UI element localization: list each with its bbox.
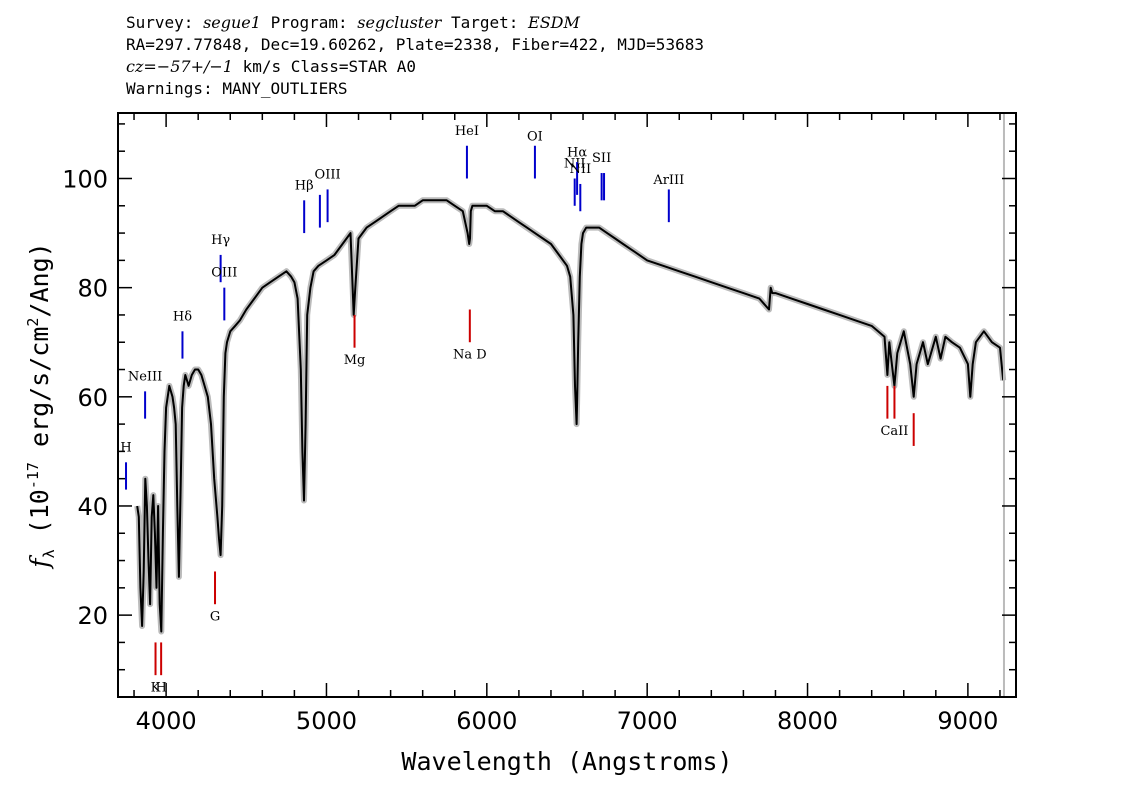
y-axis-label-lambda: λ xyxy=(40,549,58,558)
plot-frame xyxy=(117,112,1017,698)
x-tick-label: 7000 xyxy=(617,707,678,735)
header-line-survey: Survey: segue1 Program: segcluster Targe… xyxy=(126,12,704,34)
y-tick-label: 100 xyxy=(62,165,108,193)
y-axis-label-exp: -17 xyxy=(24,462,42,489)
flux-error-band xyxy=(134,197,1007,635)
emission-line-label: NII xyxy=(564,157,586,172)
emission-line-label: HeI xyxy=(455,124,479,139)
x-tick-label: 4000 xyxy=(136,707,197,735)
emission-line-label: H xyxy=(120,440,131,455)
emission-line-label: NII xyxy=(569,162,591,177)
survey-value: segue1 xyxy=(203,13,261,32)
absorption-line-label: Na D xyxy=(453,348,487,363)
program-value: segcluster xyxy=(357,13,442,32)
cz-label: cz xyxy=(126,57,144,76)
emission-line-label: ArIII xyxy=(652,173,684,188)
absorption-line-label: H xyxy=(155,681,166,696)
emission-line-label: Hβ xyxy=(295,178,314,193)
x-tick-label: 5000 xyxy=(296,707,357,735)
absorption-line-label: Mg xyxy=(344,353,366,368)
header-line-redshift: cz=−57+/−1 km/s Class=STAR A0 xyxy=(126,56,704,78)
y-axis-label-units-a: (10 xyxy=(25,489,54,549)
x-axis-label: Wavelength (Angstroms) xyxy=(401,747,732,776)
flux-line xyxy=(136,199,1005,633)
y-tick-label: 20 xyxy=(77,602,108,630)
emission-line-label: Hα xyxy=(567,146,587,161)
emission-line-label: OI xyxy=(527,129,543,144)
axes: 4000 5000 6000 7000 8000 9000 20 40 60 80 100 xyxy=(62,112,1017,735)
y-tick-label: 40 xyxy=(77,493,108,521)
emission-line-label: SII xyxy=(592,151,611,166)
x-tick-label: 9000 xyxy=(937,707,998,735)
absorption-line-label: CaII xyxy=(880,424,908,439)
header-line-warnings: Warnings: MANY_OUTLIERS xyxy=(126,79,348,98)
header-line-coords: RA=297.77848, Dec=19.60262, Plate=2338, … xyxy=(126,35,704,54)
y-axis-label-units-b: erg/s/cm xyxy=(25,327,54,462)
x-tick-label: 8000 xyxy=(777,707,838,735)
absorption-line-label: G xyxy=(210,610,220,625)
spectrum-header: Survey: segue1 Program: segcluster Targe… xyxy=(126,12,704,100)
y-axis-label-units-c: /Ang) xyxy=(25,242,54,317)
cz-value: =−57+/−1 xyxy=(143,57,233,76)
absorption-line-label: K xyxy=(151,681,161,696)
emission-line-label: OIII xyxy=(315,167,341,182)
program-label: Program: xyxy=(260,13,358,32)
class-text: km/s Class=STAR A0 xyxy=(232,57,416,76)
emission-line-label: NeIII xyxy=(128,369,162,384)
survey-label: Survey: xyxy=(126,13,204,32)
emission-line-label: Hγ xyxy=(211,233,230,248)
y-axis-label-sq: 2 xyxy=(24,318,42,327)
y-axis-label: fλ (10-17 erg/s/cm2/Ang) xyxy=(24,242,58,569)
x-tick-label: 6000 xyxy=(456,707,517,735)
emission-line-label: OIII xyxy=(211,266,237,281)
target-value: ESDM xyxy=(528,13,580,32)
y-tick-label: 80 xyxy=(77,275,108,303)
y-axis-label-f: f xyxy=(25,555,54,570)
emission-line-label: Hδ xyxy=(173,309,192,324)
target-label: Target: xyxy=(441,13,529,32)
y-tick-label: 60 xyxy=(77,384,108,412)
